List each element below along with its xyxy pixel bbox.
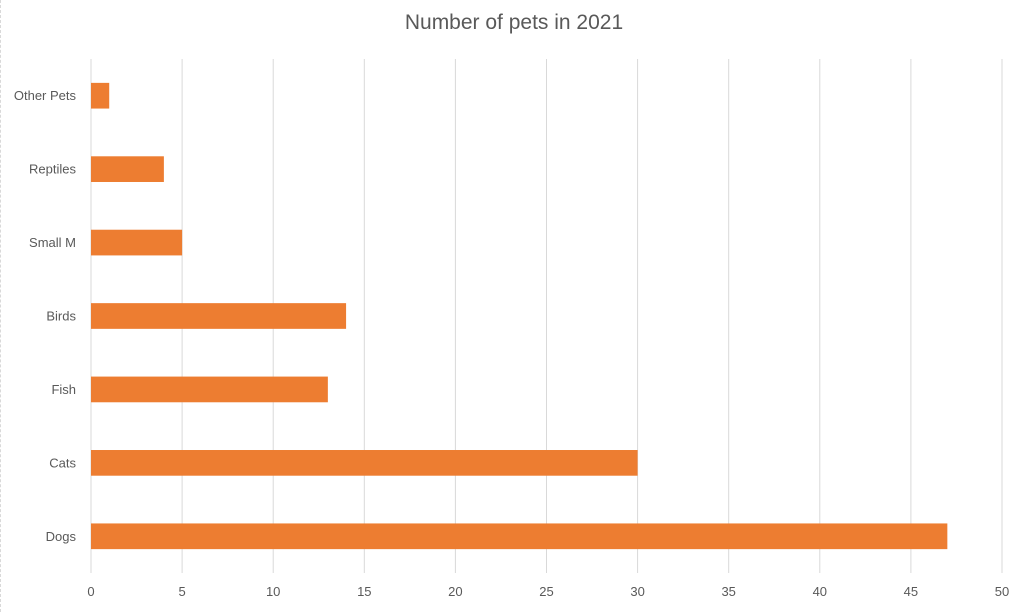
bar-fish: [91, 376, 328, 403]
x-tick-label-10: 50: [995, 584, 1009, 599]
bar-dogs: [91, 523, 948, 550]
category-labels: Other Pets Reptiles Small M Birds Fish Cats Do…: [14, 88, 77, 544]
bar-other-pets: [91, 82, 110, 109]
bar-birds: [91, 303, 347, 329]
category-label-cats: Cats: [49, 455, 76, 470]
x-tick-label-4: 20: [448, 584, 462, 599]
bar-reptiles: [91, 156, 164, 182]
category-label-small-m: Small M: [29, 235, 76, 250]
category-label-other-pets: Other Pets: [14, 88, 77, 103]
x-tick-label-5: 25: [539, 584, 553, 599]
x-tick-label-0: 0: [87, 584, 94, 599]
bar-cats: [91, 450, 638, 476]
x-tick-label-3: 15: [357, 584, 371, 599]
category-label-reptiles: Reptiles: [29, 162, 76, 177]
x-tick-label-8: 40: [813, 584, 827, 599]
category-label-dogs: Dogs: [46, 529, 77, 544]
x-tick-label-9: 45: [904, 584, 918, 599]
category-label-birds: Birds: [46, 309, 76, 324]
x-tick-label-2: 10: [266, 584, 280, 599]
category-label-fish: Fish: [51, 382, 76, 397]
chart-title: Number of pets in 2021: [404, 11, 624, 34]
x-tick-label-7: 35: [721, 584, 735, 599]
x-tick-label-1: 5: [178, 584, 185, 599]
x-tick-labels: 0 5 10 15 20 25 30 35 40 45 50: [87, 584, 1009, 599]
x-tick-label-6: 30: [630, 584, 644, 599]
bars: [91, 82, 948, 550]
bar-small-m: [91, 229, 183, 256]
